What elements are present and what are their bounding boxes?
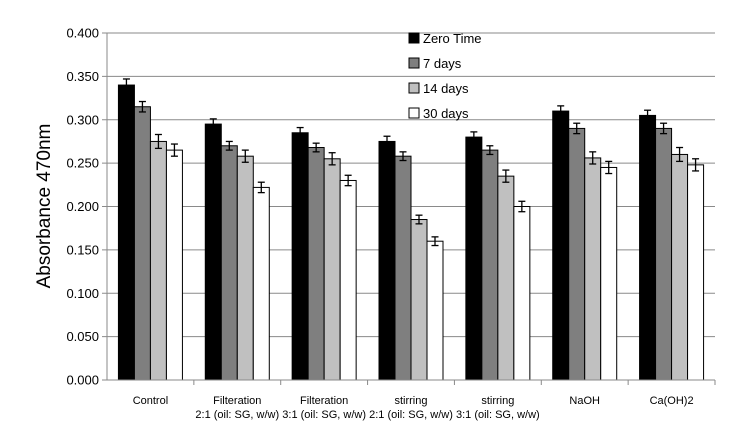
error-bar <box>170 143 178 157</box>
bar-zero-time <box>291 132 309 381</box>
error-bar <box>573 122 581 135</box>
y-tick-label: 0.400 <box>66 26 99 41</box>
bar-7-days <box>307 147 325 381</box>
bar-30-days <box>687 164 705 381</box>
bar-14-days <box>584 157 602 381</box>
error-bar <box>676 146 684 163</box>
x-category-label: stirring <box>394 395 427 407</box>
error-bar <box>431 236 439 247</box>
x-category-label: 2:1 (oil: SG, w/w) <box>369 409 453 421</box>
y-tick-labels: 0.000 0.050 0.100 0.150 0.200 0.250 0.300 0.350… <box>66 26 99 388</box>
bar-14-days <box>236 155 254 381</box>
bar-14-days <box>323 158 341 381</box>
x-category-label: NaOH <box>569 395 600 407</box>
x-category-label: stirring <box>481 395 514 407</box>
bar-7-days <box>568 127 586 381</box>
error-bar <box>122 78 130 92</box>
error-bar <box>486 145 494 156</box>
x-category-label: Ca(OH)2 <box>650 395 694 407</box>
bar-14-days <box>671 153 689 381</box>
legend-label: Zero Time <box>423 31 482 46</box>
y-tick-label: 0.100 <box>66 286 99 301</box>
bar-7-days <box>481 149 499 381</box>
x-category-label: 3:1 (oil: SG, w/w) <box>456 409 540 421</box>
legend-label: 14 days <box>423 81 469 96</box>
error-bar <box>399 151 407 162</box>
legend-swatch <box>408 57 420 69</box>
error-bar <box>518 200 526 213</box>
bar-zero-time <box>204 123 222 381</box>
legend-label: 7 days <box>423 56 462 71</box>
y-tick-label: 0.150 <box>66 242 99 257</box>
error-bar <box>209 118 217 130</box>
bar-30-days <box>165 149 183 381</box>
error-bar <box>257 181 265 194</box>
bar-7-days <box>220 145 238 381</box>
error-bar <box>296 126 304 139</box>
error-bar <box>383 135 391 148</box>
legend-swatch <box>408 107 420 119</box>
legend: Zero Time 7 days 14 days 30 days <box>408 31 482 121</box>
x-category-label: Filteration <box>300 395 348 407</box>
error-bar <box>138 100 146 113</box>
error-bar <box>154 133 162 150</box>
bar-zero-time <box>552 110 570 381</box>
legend-swatch <box>408 82 420 94</box>
error-bar <box>502 169 510 183</box>
bar-30-days <box>252 186 270 381</box>
bar-14-days <box>149 140 167 381</box>
legend-item: 30 days <box>408 106 469 121</box>
legend-item: 7 days <box>408 56 462 71</box>
error-bar <box>589 151 597 165</box>
bar-30-days <box>426 240 444 381</box>
error-bar <box>312 142 320 153</box>
error-bar <box>328 152 336 166</box>
error-bar <box>225 140 233 151</box>
legend-item: Zero Time <box>408 31 482 46</box>
error-bar <box>644 109 652 122</box>
x-category-label: 3:1 (oil: SG, w/w) <box>282 409 366 421</box>
error-bar <box>692 158 700 172</box>
bar-14-days <box>410 219 428 381</box>
bar-30-days <box>339 179 357 381</box>
bars <box>117 78 705 381</box>
y-tick-label: 0.350 <box>66 69 99 84</box>
y-axis-title: Absorbance 470nm <box>34 124 55 289</box>
x-category-label: 2:1 (oil: SG, w/w) <box>195 409 279 421</box>
bar-zero-time <box>639 114 657 381</box>
error-bar <box>470 131 478 143</box>
y-tick-label: 0.000 <box>66 373 99 388</box>
y-tick-label: 0.300 <box>66 112 99 127</box>
error-bar <box>415 214 423 225</box>
bar-7-days <box>655 127 673 381</box>
bar-zero-time <box>465 136 483 381</box>
bar-zero-time <box>378 140 396 381</box>
y-tick-label: 0.200 <box>66 199 99 214</box>
bar-30-days <box>513 206 531 381</box>
y-tick-label: 0.250 <box>66 156 99 171</box>
error-bar <box>241 149 249 163</box>
error-bar <box>557 105 565 117</box>
y-tick-label: 0.050 <box>66 329 99 344</box>
x-category-label: Control <box>133 395 168 407</box>
bar-30-days <box>600 166 618 381</box>
bar-7-days <box>133 106 151 381</box>
axes <box>106 33 716 385</box>
error-bar <box>605 160 613 175</box>
error-bar <box>660 122 668 135</box>
bar-14-days <box>497 175 515 381</box>
legend-swatch <box>408 32 420 44</box>
error-bar <box>344 174 352 187</box>
legend-label: 30 days <box>423 106 469 121</box>
legend-item: 14 days <box>408 81 469 96</box>
bar-7-days <box>394 155 412 381</box>
x-category-label: Filteration <box>213 395 261 407</box>
x-category-labels: Control Filteration 2:1 (oil: SG, w/w) Filt… <box>133 395 694 421</box>
bar-zero-time <box>117 84 135 381</box>
